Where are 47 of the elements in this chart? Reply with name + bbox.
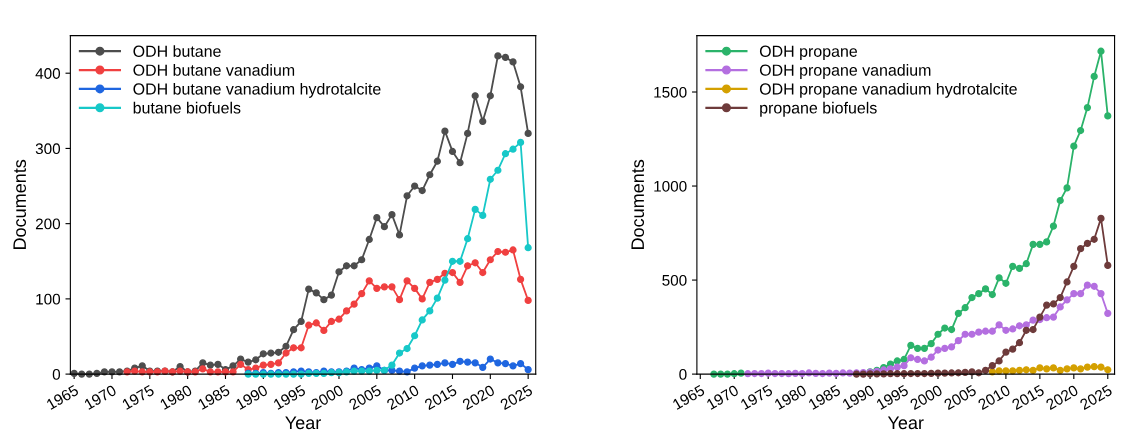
x-axis-title: Year <box>887 416 924 430</box>
x-tick-label: 2000 <box>909 384 944 411</box>
y-tick-label: 400 <box>35 68 61 79</box>
y-axis-title: Documents <box>13 159 27 250</box>
x-tick-label: 1995 <box>875 384 910 410</box>
x-tick-label: 2000 <box>310 384 345 411</box>
x-tick-label: 1980 <box>773 384 808 410</box>
y-tick-label: 0 <box>679 368 687 380</box>
x-tick-label: 1990 <box>235 384 269 410</box>
x-tick-label: 1965 <box>672 384 706 410</box>
x-tick-label: 2005 <box>348 384 382 411</box>
y-tick-label: 100 <box>36 293 61 305</box>
legend-label: ODH butane <box>133 45 221 57</box>
x-tick-label: 2025 <box>499 384 534 411</box>
x-tick-label: 2020 <box>1045 384 1079 411</box>
x-tick-label: 2010 <box>386 384 420 411</box>
x-tick-label: 2025 <box>1079 384 1113 411</box>
y-tick-label: 500 <box>662 274 687 286</box>
legend-label: ODH propane vanadium <box>759 64 931 79</box>
legend-label: butane biofuels <box>133 101 241 114</box>
x-tick-label: 2020 <box>461 384 496 411</box>
x-tick-label: 2015 <box>1011 384 1045 411</box>
y-tick-label: 1500 <box>654 86 687 98</box>
y-tick-label: 0 <box>52 368 61 380</box>
legend-label: ODH butane vanadium <box>133 64 295 76</box>
x-tick-label: 1975 <box>121 384 155 410</box>
legend-label: propane biofuels <box>760 101 877 117</box>
x-tick-label: 1975 <box>739 384 774 410</box>
x-tick-label: 1965 <box>45 384 80 410</box>
x-tick-label: 1970 <box>83 384 118 410</box>
x-tick-label: 1970 <box>706 384 740 410</box>
legend-label: ODH butane vanadium hydrotalcite <box>133 82 381 98</box>
y-tick-label: 1000 <box>654 180 687 192</box>
x-tick-label: 1985 <box>197 384 231 410</box>
x-tick-label: 2010 <box>977 384 1011 411</box>
legend-label: ODH propane <box>759 45 858 61</box>
y-axis-title: Documents <box>631 159 645 250</box>
x-tick-label: 1990 <box>841 384 876 410</box>
y-tick-label: 300 <box>35 143 61 155</box>
x-tick-label: 2005 <box>943 384 978 411</box>
x-tick-label: 1980 <box>159 384 193 410</box>
x-axis-title: Year <box>285 416 321 430</box>
x-tick-label: 1995 <box>272 384 307 410</box>
y-tick-label: 200 <box>35 218 61 230</box>
x-tick-label: 1985 <box>807 384 842 410</box>
legend-label: ODH propane vanadium hydrotalcite <box>759 82 1017 98</box>
x-tick-label: 2015 <box>423 384 458 411</box>
